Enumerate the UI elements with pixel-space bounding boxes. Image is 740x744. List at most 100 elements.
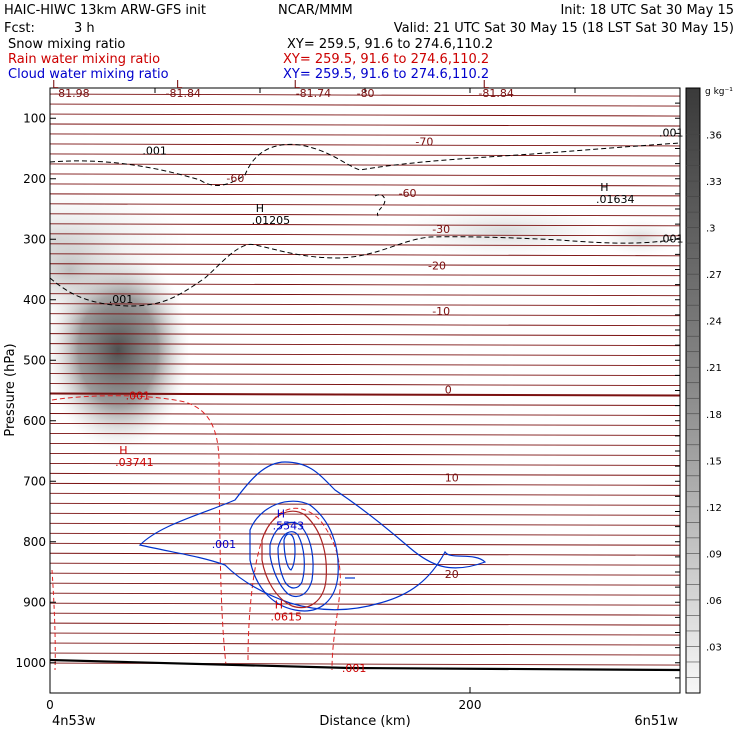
isotherm-line <box>50 163 680 167</box>
high-value: .03741 <box>115 456 154 469</box>
temperature-label: -30 <box>432 223 450 236</box>
isotherm-line <box>50 582 680 586</box>
rain-contour-low-left <box>51 569 56 671</box>
cloud-water-contour-2 <box>249 500 339 612</box>
isotherm-line <box>50 353 680 357</box>
x-tick-label: 0 <box>46 698 54 712</box>
high-marker: H <box>277 508 285 521</box>
right-endpoint-label: 6n51w <box>634 714 678 729</box>
low-value: -81.74 <box>296 87 331 100</box>
isotherm-line <box>50 392 680 397</box>
colorbar-tick-label: .03 <box>706 642 722 653</box>
low-marker: L <box>294 78 301 91</box>
isotherm-line <box>50 383 680 386</box>
colorbar-tick-label: .3 <box>706 224 716 235</box>
low-value: -81.98 <box>54 87 89 100</box>
isotherm-lines <box>50 93 680 666</box>
isotherm-line <box>50 542 680 546</box>
isotherm-line <box>50 243 680 247</box>
y-tick-label: 1000 <box>15 656 46 670</box>
isotherm-line <box>50 123 680 127</box>
colorbar-ticks: .36 .33 .3 .27 .24 .21 .18 .15 .12 .09 .06 .03 <box>686 131 722 678</box>
isotherm-line <box>50 233 680 237</box>
init-time: Init: 18 UTC Sat 30 May 15 <box>560 3 734 18</box>
contour-label: .001 <box>659 126 684 139</box>
x-axis-label: Distance (km) <box>319 714 410 729</box>
isotherm-line <box>50 562 680 566</box>
isotherm-line <box>50 103 680 107</box>
isotherm-line <box>50 143 680 147</box>
high-value: .0615 <box>271 610 303 623</box>
colorbar-tick-label: .27 <box>706 270 722 281</box>
isotherm-line <box>50 263 680 267</box>
high-value: .5543 <box>273 520 305 533</box>
isotherm-line <box>50 652 680 656</box>
y-tick-label: 500 <box>23 353 46 367</box>
temperature-label: 10 <box>445 471 459 484</box>
colorbar: .36 .33 .3 .27 .24 .21 .18 .15 .12 .09 .06 .03 g kg… <box>685 87 733 694</box>
low-value: -81.84 <box>478 87 513 100</box>
isotherm-line <box>50 183 680 187</box>
isotherm-line <box>50 213 680 217</box>
cloud-ice-contour-mid <box>50 236 680 307</box>
model-title: HAIC-HIWC 13km ARW-GFS init <box>4 3 206 18</box>
isotherm-line <box>50 442 680 446</box>
snow-shading-left <box>50 220 130 320</box>
isotherm-line <box>50 113 680 117</box>
forecast-value: 3 h <box>74 21 95 36</box>
colorbar-ramp <box>685 87 701 694</box>
colorbar-tick-label: .09 <box>706 549 722 560</box>
isotherm-line <box>50 373 680 377</box>
colorbar-tick-label: .15 <box>706 456 722 467</box>
isotherm-line <box>50 612 680 616</box>
rain-contour-left <box>51 395 227 666</box>
isotherm-line <box>50 333 680 337</box>
colorbar-tick-label: .24 <box>706 317 722 328</box>
field-cloud-water-xy: XY= 259.5, 91.6 to 274.6,110.2 <box>283 67 489 82</box>
y-tick-label: 200 <box>23 172 46 186</box>
isotherm-line <box>50 512 680 516</box>
isotherm-line <box>50 532 680 536</box>
cloud-ice-small-loop <box>374 194 386 217</box>
high-marker: H <box>600 181 608 194</box>
y-tick-label: 300 <box>23 232 46 246</box>
org-label: NCAR/MMM <box>278 3 353 18</box>
high-value: .01634 <box>596 193 635 206</box>
temperature-label: -60 <box>226 172 244 185</box>
isotherm-line <box>50 203 680 207</box>
high-marker: H <box>119 444 127 457</box>
low-marker: L <box>483 78 490 91</box>
contour-label: .001 <box>342 662 367 675</box>
contour-label: .001 <box>142 145 167 158</box>
isotherm-line <box>50 173 680 177</box>
temperature-label: 20 <box>445 568 459 581</box>
temperature-label: -70 <box>415 135 433 148</box>
isotherm-line <box>50 283 680 287</box>
temperature-label: 0 <box>445 384 452 397</box>
field-rain-label: Rain water mixing ratio <box>8 52 160 67</box>
isotherm-line <box>50 403 680 406</box>
cloud-water-contour-3 <box>269 521 314 598</box>
isotherm-line <box>50 153 680 157</box>
isotherm-line <box>50 423 680 426</box>
contour-label: .001 <box>109 293 134 306</box>
left-endpoint-label: 4n53w <box>52 714 96 729</box>
colorbar-tick-label: .33 <box>706 177 722 188</box>
x-tick-label: 200 <box>459 698 482 712</box>
y-axis-label: Pressure (hPa) <box>3 343 18 436</box>
temperature-label: -80 <box>357 87 375 100</box>
isotherm-line <box>50 253 680 257</box>
isotherm-line <box>50 303 680 307</box>
isotherm-line <box>50 273 680 277</box>
colorbar-unit: g kg⁻¹ <box>705 87 733 97</box>
snow-shading-right <box>395 206 615 258</box>
isotherm-line <box>50 433 680 436</box>
shading-layer <box>50 190 680 450</box>
temperature-label: -20 <box>428 260 446 273</box>
cloud-water-contour-core <box>283 533 296 571</box>
